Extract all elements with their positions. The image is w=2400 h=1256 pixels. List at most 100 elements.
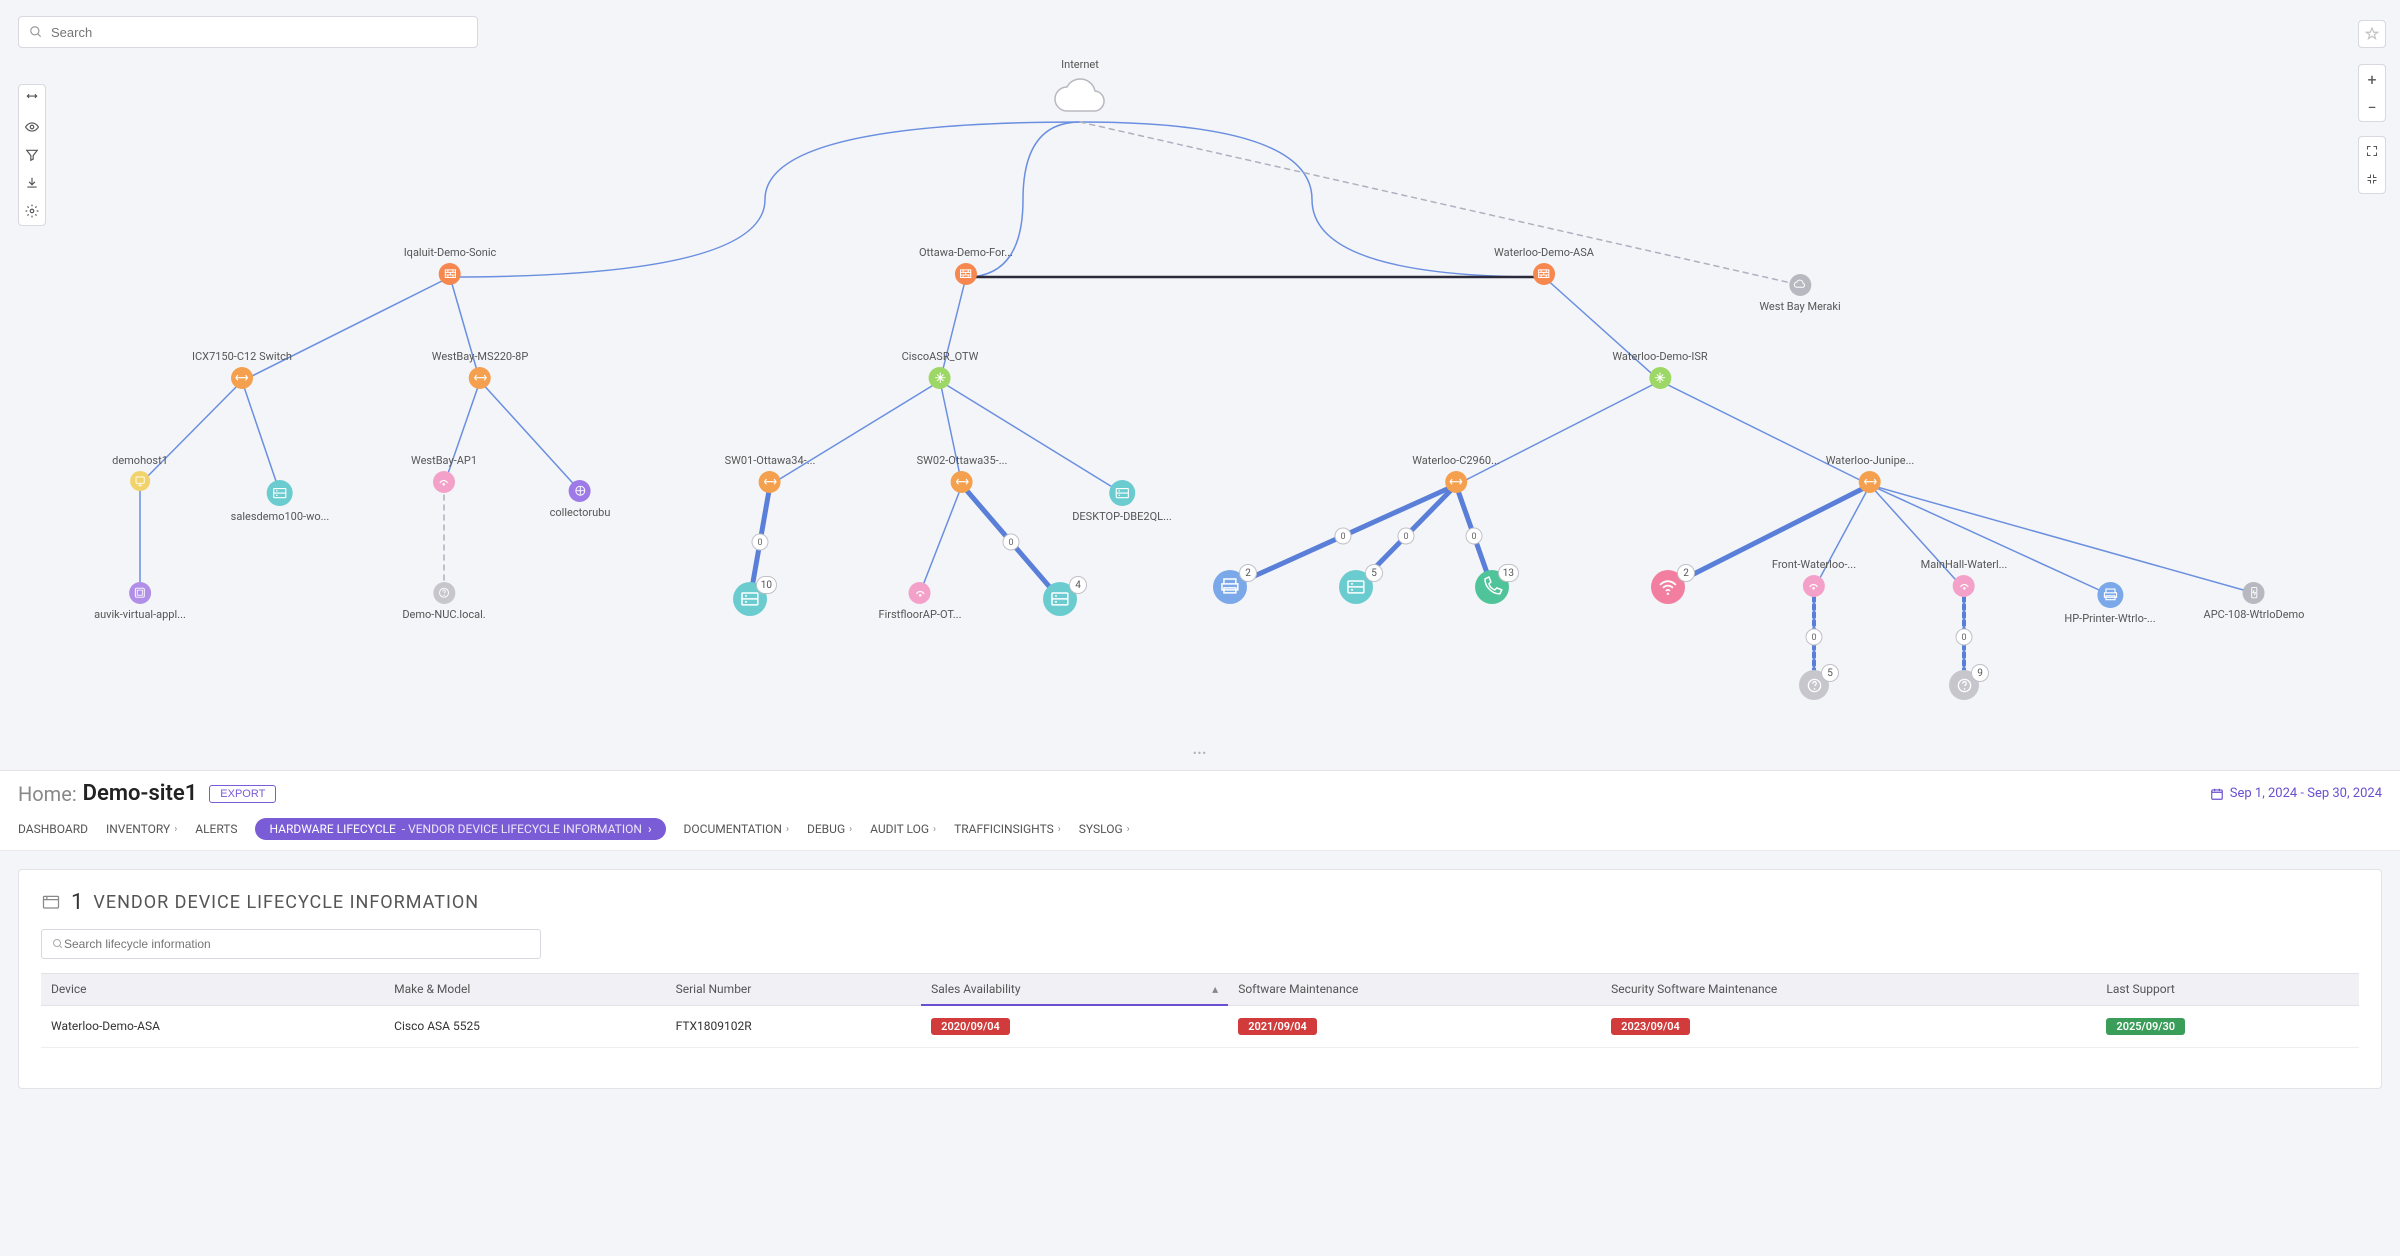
node-sw01[interactable]: SW01-Ottawa34-... xyxy=(725,454,816,493)
collapse-icon[interactable] xyxy=(2359,165,2385,193)
server-icon xyxy=(267,480,293,506)
lifecycle-search[interactable] xyxy=(41,929,541,959)
node-firstfloor_ap[interactable]: FirstfloorAP-OT... xyxy=(879,582,962,621)
node-auvik_virtual[interactable]: auvik-virtual-appl... xyxy=(94,582,186,621)
node-iqaluit[interactable]: Iqaluit-Demo-Sonic xyxy=(404,246,497,285)
node-label: FirstfloorAP-OT... xyxy=(879,608,962,621)
node-label: Demo-NUC.local. xyxy=(402,608,485,621)
switch-icon xyxy=(951,471,973,493)
svg-text:0: 0 xyxy=(1340,532,1345,542)
lifecycle-icon xyxy=(41,893,61,913)
zoom-toolbar: + − xyxy=(2358,64,2386,122)
server-icon: 4 xyxy=(1043,582,1077,616)
zoom-in-icon[interactable]: + xyxy=(2359,65,2385,93)
node-wl_server5[interactable]: 5 xyxy=(1339,570,1373,604)
node-westbay_ms220[interactable]: WestBay-MS220-8P xyxy=(432,350,529,389)
eye-icon[interactable] xyxy=(19,113,45,141)
col-software[interactable]: Software Maintenance xyxy=(1228,974,1601,1006)
node-label: DESKTOP-DBE2QL... xyxy=(1072,510,1172,523)
node-desktop_dbe[interactable]: DESKTOP-DBE2QL... xyxy=(1072,480,1172,523)
col-serial[interactable]: Serial Number xyxy=(666,974,922,1006)
svg-text:0: 0 xyxy=(757,538,762,548)
node-mainhall[interactable]: MainHall-Waterl... xyxy=(1921,558,2008,597)
col-make-model[interactable]: Make & Model xyxy=(384,974,665,1006)
col-last-support[interactable]: Last Support xyxy=(2096,974,2359,1006)
ap-icon xyxy=(1953,575,1975,597)
lifecycle-search-input[interactable] xyxy=(64,937,530,951)
node-label: salesdemo100-wo... xyxy=(231,510,330,523)
internet-node[interactable]: Internet xyxy=(1047,58,1113,119)
tab-hardware-lifecycle[interactable]: HARDWARE LIFECYCLE - VENDOR DEVICE LIFEC… xyxy=(255,818,665,840)
export-button[interactable]: EXPORT xyxy=(209,785,276,803)
node-waterloo_juniper[interactable]: Waterloo-Junipe... xyxy=(1826,454,1915,493)
node-ciscoasr[interactable]: CiscoASR_OTW xyxy=(902,350,979,389)
switch-icon xyxy=(231,367,253,389)
content-area: 1 VENDOR DEVICE LIFECYCLE INFORMATION De… xyxy=(0,851,2400,1107)
gear-icon[interactable] xyxy=(19,197,45,225)
node-demohost1[interactable]: demohost1 xyxy=(112,454,168,491)
tab-syslog[interactable]: SYSLOG› xyxy=(1079,822,1130,836)
cell-serial: FTX1809102R xyxy=(666,1005,922,1048)
server-icon: 5 xyxy=(1339,570,1373,604)
node-salesdemo[interactable]: salesdemo100-wo... xyxy=(231,480,330,523)
col-device[interactable]: Device xyxy=(41,974,384,1006)
node-label: collectorubu xyxy=(550,506,611,519)
search-icon xyxy=(29,25,43,39)
tab-audit-log[interactable]: AUDIT LOG› xyxy=(870,822,936,836)
node-wl_phone[interactable]: 13 xyxy=(1475,570,1509,604)
search-input[interactable] xyxy=(51,25,467,40)
locate-icon[interactable] xyxy=(2358,20,2386,48)
topology-search[interactable] xyxy=(18,16,478,48)
node-icx7150[interactable]: ICX7150-C12 Switch xyxy=(192,350,292,389)
node-front_waterloo[interactable]: Front-Waterloo-... xyxy=(1772,558,1856,597)
breadcrumb-home: Home: xyxy=(18,782,77,806)
node-westbay_ap1[interactable]: WestBay-AP1 xyxy=(411,454,477,493)
expand-icon[interactable] xyxy=(2359,137,2385,165)
node-hp_printer[interactable]: HP-Printer-Wtrlo-... xyxy=(2064,582,2155,625)
node-apc108[interactable]: APC-108-WtrloDemo xyxy=(2204,582,2305,621)
cell-make-model: Cisco ASA 5525 xyxy=(384,1005,665,1048)
node-sw02_child[interactable]: 4 xyxy=(1043,582,1077,616)
ups-icon xyxy=(2243,582,2265,604)
node-waterloo_c2960[interactable]: Waterloo-C2960... xyxy=(1412,454,1500,493)
node-sw02[interactable]: SW02-Ottawa35-... xyxy=(917,454,1008,493)
panel-drag-handle[interactable]: ••• xyxy=(1193,747,1207,760)
ap-icon xyxy=(1803,575,1825,597)
tab-alerts[interactable]: ALERTS xyxy=(195,822,237,836)
svg-text:0: 0 xyxy=(1811,633,1816,643)
filter-icon[interactable] xyxy=(19,141,45,169)
topology-canvas[interactable]: + − 0000000 InternetIqaluit-Demo-SonicIC… xyxy=(0,0,2400,760)
chevron-right-icon: › xyxy=(786,824,789,835)
node-collectorubu[interactable]: collectorubu xyxy=(550,480,611,519)
firewall-icon xyxy=(955,263,977,285)
node-label: SW01-Ottawa34-... xyxy=(725,454,816,467)
tab-inventory[interactable]: INVENTORY› xyxy=(106,822,177,836)
tab-documentation[interactable]: DOCUMENTATION› xyxy=(684,822,789,836)
tab-dashboard[interactable]: DASHBOARD xyxy=(18,822,88,836)
node-waterloo_isr[interactable]: Waterloo-Demo-ISR xyxy=(1612,350,1707,389)
node-label: Waterloo-Demo-ASA xyxy=(1494,246,1594,259)
node-mainhall_child[interactable]: 9 xyxy=(1949,670,1979,700)
node-wl_printer[interactable]: 2 xyxy=(1213,570,1247,604)
table-row[interactable]: Waterloo-Demo-ASACisco ASA 5525FTX180910… xyxy=(41,1005,2359,1048)
date-range-picker[interactable]: Sep 1, 2024 - Sep 30, 2024 xyxy=(2210,786,2382,801)
node-label: West Bay Meraki xyxy=(1759,300,1840,313)
node-sw01_child[interactable]: 10 xyxy=(733,582,767,616)
topology-links: 0000000 xyxy=(0,0,2400,760)
tab-debug[interactable]: DEBUG› xyxy=(807,822,852,836)
col-security[interactable]: Security Software Maintenance xyxy=(1601,974,2096,1006)
node-westbay_meraki[interactable]: West Bay Meraki xyxy=(1759,274,1840,313)
node-front_child[interactable]: 5 xyxy=(1799,670,1829,700)
switch-icon xyxy=(759,471,781,493)
download-icon[interactable] xyxy=(19,169,45,197)
col-sales[interactable]: Sales Availability ▴ xyxy=(921,974,1228,1006)
node-label: CiscoASR_OTW xyxy=(902,350,979,363)
node-waterloo_asa[interactable]: Waterloo-Demo-ASA xyxy=(1494,246,1594,285)
layout-icon[interactable] xyxy=(19,85,45,113)
zoom-out-icon[interactable]: − xyxy=(2359,93,2385,121)
node-demo_nuc[interactable]: Demo-NUC.local. xyxy=(402,582,485,621)
node-label: WestBay-MS220-8P xyxy=(432,350,529,363)
tab-traffic[interactable]: TRAFFICINSIGHTS› xyxy=(954,822,1061,836)
node-ottawa_for[interactable]: Ottawa-Demo-For... xyxy=(919,246,1013,285)
node-wl_wifi[interactable]: 2 xyxy=(1651,570,1685,604)
